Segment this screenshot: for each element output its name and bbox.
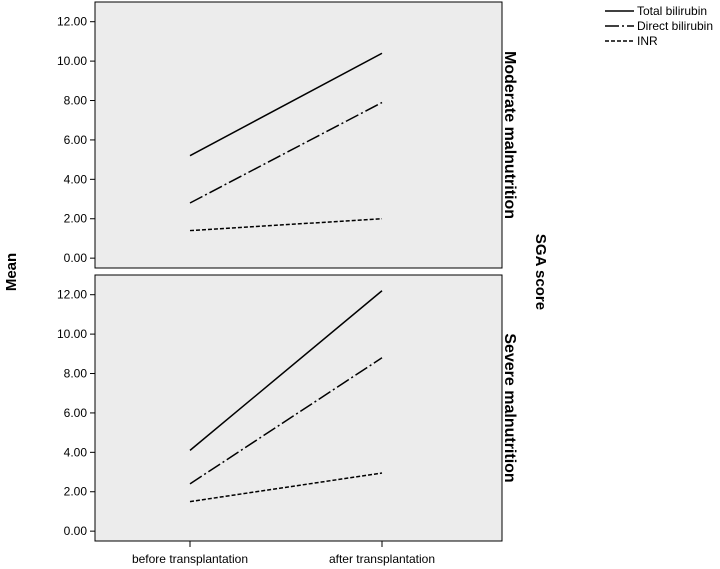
legend-label: Direct bilirubin [637,19,713,33]
facet-title: SGA score [532,234,549,310]
y-tick-label: 12.00 [57,15,87,29]
panel-0: 0.00 2.00 4.00 6.00 8.00 10.00 12.00 Moderate m… [57,1,518,269]
series-line-total-bilirubin [189,290,383,451]
legend-label: Total bilirubin [637,4,707,18]
series-line-inr [189,472,383,503]
y-tick-label: 2.00 [64,212,88,226]
y-axis-title: Mean [3,253,20,291]
y-tick-label: 0.00 [64,524,88,538]
series-line-total-bilirubin [189,52,383,157]
y-tick-label: 2.00 [64,485,88,499]
panels: 0.00 2.00 4.00 6.00 8.00 10.00 12.00 Moderate m… [57,1,518,542]
series-line-inr [189,217,383,232]
y-tick-label: 10.00 [57,327,87,341]
y-tick-label: 8.00 [64,94,88,108]
y-tick-label: 10.00 [57,54,87,68]
x-tick-label: after transplantation [329,552,435,566]
y-tick-label: 6.00 [64,133,88,147]
series-line-direct-bilirubin [189,357,383,485]
panel-background [94,274,503,542]
panel-label: Moderate malnutrition [501,51,518,219]
y-tick-label: 6.00 [64,406,88,420]
legend-label: INR [637,34,658,48]
x-tick-label: before transplantation [132,552,248,566]
y-tick-label: 12.00 [57,288,87,302]
y-tick-label: 4.00 [64,172,88,186]
panel-label: Severe malnutrition [501,333,518,482]
x-axis-ticks: before transplantation after transplantat… [132,541,435,566]
panel-1: 0.00 2.00 4.00 6.00 8.00 10.00 12.00 Severe mal… [57,274,518,542]
panel-background [94,1,503,269]
y-tick-label: 4.00 [64,445,88,459]
y-tick-label: 0.00 [64,251,88,265]
y-tick-label: 8.00 [64,367,88,381]
series-line-direct-bilirubin [189,101,383,204]
